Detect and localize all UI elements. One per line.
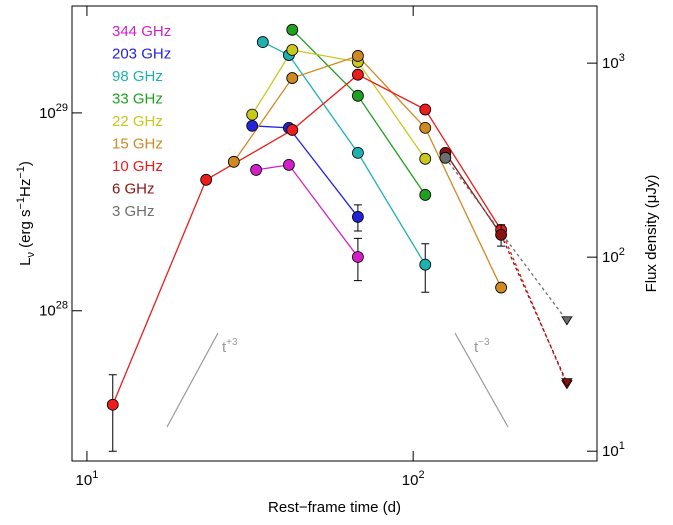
y-axis-label: Lν (erg s−1Hz−1) xyxy=(15,161,37,266)
legend-entry: 15 GHz xyxy=(112,136,163,153)
data-point xyxy=(283,158,295,171)
data-point xyxy=(286,44,299,56)
slope-annotation-exponent: −3 xyxy=(478,337,490,348)
slope-annotation: t−3 xyxy=(474,337,490,356)
limit-line xyxy=(500,234,568,383)
y2-tick-label: 103 xyxy=(602,52,625,72)
y2-tick-label-base: 10 xyxy=(602,443,619,460)
data-point xyxy=(246,108,259,121)
y-tick-label-base: 10 xyxy=(39,105,56,122)
y-axis-label-part: (erg s xyxy=(17,210,34,253)
data-point xyxy=(495,228,507,241)
y-tick-label-exponent: 29 xyxy=(56,102,68,114)
upper-limit-marker xyxy=(561,378,573,388)
legend-entry: 203 GHz xyxy=(112,46,171,63)
y-tick-label-exponent: 28 xyxy=(56,300,68,312)
slope-annotation: t+3 xyxy=(222,337,238,356)
slope-annotation-exponent: +3 xyxy=(226,337,238,348)
legend-entry: 98 GHz xyxy=(112,68,163,85)
x-axis-label: Rest−frame time (d) xyxy=(268,499,401,516)
data-point xyxy=(419,152,432,165)
series-line xyxy=(444,152,502,236)
y2-tick-label-base: 10 xyxy=(602,55,619,72)
data-point xyxy=(286,23,299,36)
data-point xyxy=(286,72,299,84)
x-tick-label-exponent: 2 xyxy=(418,469,424,481)
upper-limit-marker xyxy=(561,316,573,326)
limit-line xyxy=(444,157,568,322)
data-point xyxy=(246,119,259,132)
series-line xyxy=(233,55,502,288)
slope-guide xyxy=(454,332,509,428)
y2-tick-label-base: 10 xyxy=(602,249,619,266)
data-point xyxy=(419,103,432,116)
error-bar xyxy=(108,374,117,452)
x-tick-label-base: 10 xyxy=(402,472,419,489)
data-point xyxy=(106,398,119,411)
y2-tick-label: 102 xyxy=(602,246,625,266)
plot-frame xyxy=(71,5,598,462)
data-point xyxy=(352,146,364,159)
data-point xyxy=(227,155,240,168)
y-tick-label-base: 10 xyxy=(39,303,56,320)
data-point xyxy=(419,258,432,271)
y-axis-label-part: −1 xyxy=(15,197,27,210)
data-point xyxy=(495,281,507,294)
data-point xyxy=(250,164,262,176)
legend-entry: 22 GHz xyxy=(112,113,163,130)
slope-annotation-base: t xyxy=(222,339,227,356)
x-tick-label-exponent: 1 xyxy=(92,469,98,481)
data-point xyxy=(352,50,364,62)
y2-tick-label-exponent: 1 xyxy=(619,440,625,452)
y2-axis-label: Flux density (μJy) xyxy=(643,175,660,293)
data-point xyxy=(419,121,432,134)
y2-tick-label: 101 xyxy=(602,440,625,460)
slope-annotation-base: t xyxy=(474,339,479,356)
y-tick-label: 1029 xyxy=(39,102,68,122)
series-line xyxy=(112,73,502,405)
y-axis-label-part: L xyxy=(17,258,34,266)
legend-entry: 6 GHz xyxy=(112,181,155,198)
legend-entry: 33 GHz xyxy=(112,91,163,108)
series-line xyxy=(252,125,359,218)
series-line xyxy=(255,164,359,258)
data-point xyxy=(439,151,452,164)
data-point xyxy=(286,124,299,136)
y-axis-label-part: Hz xyxy=(17,179,34,197)
data-point xyxy=(352,251,364,263)
x-tick-label-base: 10 xyxy=(76,472,93,489)
y2-tick-label-exponent: 2 xyxy=(619,246,625,258)
data-point xyxy=(352,211,364,223)
legend-entry: 10 GHz xyxy=(112,158,163,175)
y-axis-label-part: ) xyxy=(17,161,34,166)
y2-tick-label-exponent: 3 xyxy=(619,52,625,64)
data-point xyxy=(256,36,269,48)
y-axis-label-part: −1 xyxy=(15,166,27,179)
data-point xyxy=(352,89,364,102)
legend-entry: 344 GHz xyxy=(112,23,171,40)
y-axis-label-part: ν xyxy=(25,252,37,258)
data-point xyxy=(419,189,432,201)
data-point xyxy=(200,173,213,186)
slope-guide xyxy=(166,332,219,428)
x-tick-label: 101 xyxy=(76,469,99,489)
y-tick-label: 1028 xyxy=(39,300,68,320)
legend-entry: 3 GHz xyxy=(112,203,155,220)
series-line xyxy=(251,49,426,160)
data-point xyxy=(352,68,364,81)
x-tick-label: 102 xyxy=(402,469,425,489)
